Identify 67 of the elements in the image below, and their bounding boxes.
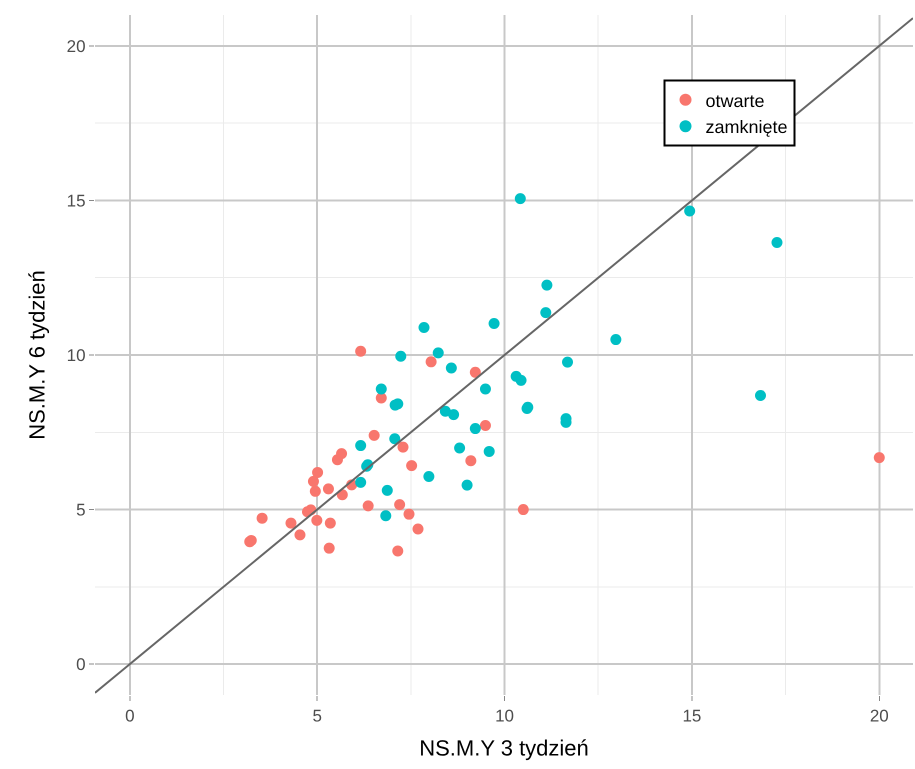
point — [432, 347, 444, 358]
point — [754, 390, 766, 401]
point — [610, 334, 622, 346]
point — [392, 545, 404, 556]
point — [465, 455, 476, 466]
point — [332, 454, 343, 466]
point — [382, 484, 393, 496]
x-tick-label: 10 — [495, 706, 514, 726]
point — [418, 322, 430, 333]
point — [368, 430, 380, 441]
point — [311, 514, 322, 526]
point — [355, 476, 366, 488]
point — [516, 374, 527, 386]
point — [562, 356, 574, 368]
y-tick-label: 0 — [76, 655, 86, 674]
point — [484, 446, 495, 457]
y-tick-label: 5 — [76, 500, 86, 520]
point — [394, 499, 406, 510]
x-tick-label: 15 — [682, 706, 702, 726]
point — [540, 307, 552, 318]
point — [771, 236, 782, 248]
x-tick-label: 0 — [125, 706, 135, 726]
point — [324, 542, 335, 554]
point — [874, 452, 885, 464]
legend-label: zamknięte — [706, 117, 788, 138]
y-axis-title: NS.M.Y 6 tydzień — [24, 270, 50, 440]
point — [404, 508, 415, 520]
point — [514, 193, 526, 204]
point — [480, 384, 491, 394]
x-tick-label: 5 — [312, 706, 322, 726]
point — [448, 409, 460, 420]
point — [470, 366, 481, 378]
point — [294, 529, 306, 540]
point — [462, 480, 473, 491]
point — [406, 460, 418, 472]
y-tick-label: 10 — [66, 346, 86, 365]
y-tick-label: 15 — [66, 191, 86, 210]
point — [488, 318, 500, 329]
point — [389, 433, 400, 444]
point — [480, 420, 491, 431]
point — [518, 504, 529, 516]
point — [541, 280, 552, 291]
point — [412, 524, 424, 535]
y-tick-label: 20 — [66, 36, 86, 56]
point — [376, 384, 387, 394]
point — [362, 500, 374, 512]
point — [355, 346, 366, 357]
point — [355, 440, 366, 452]
point — [324, 518, 336, 529]
point — [423, 470, 434, 482]
x-axis-title: NS.M.Y 3 tydzień — [419, 735, 589, 760]
point — [684, 205, 696, 216]
point — [285, 518, 296, 529]
point — [398, 442, 409, 453]
point — [470, 423, 481, 434]
point — [426, 356, 437, 368]
x-tick-label: 20 — [870, 706, 889, 726]
point — [322, 483, 334, 494]
point — [380, 510, 392, 522]
point — [454, 442, 466, 454]
point — [312, 466, 324, 478]
point — [310, 486, 321, 497]
point — [256, 512, 268, 524]
legend-label: otwarte — [706, 90, 765, 111]
point — [446, 362, 457, 374]
point — [395, 350, 406, 362]
point — [308, 476, 319, 487]
